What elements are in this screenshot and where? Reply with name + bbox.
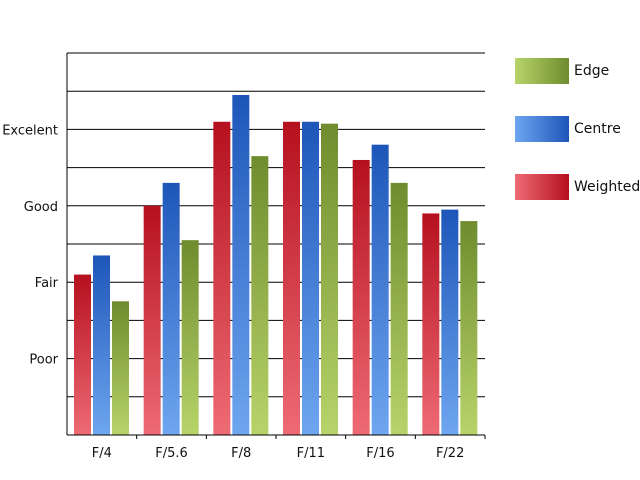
bar-centre-f8 [232, 95, 250, 436]
legend-swatch [515, 116, 569, 142]
bar-weighted-f16 [352, 159, 370, 435]
legend-swatch [515, 58, 569, 84]
bar-centre-f11 [302, 121, 319, 435]
x-tick-label: F/4 [92, 446, 112, 461]
gridlines [67, 52, 485, 398]
bar-centre-f4 [93, 255, 110, 435]
y-tick-label: Good [24, 200, 58, 215]
bar-centre-f22 [441, 209, 459, 435]
bar-weighted-f4 [74, 274, 91, 435]
x-tick-label: F/11 [297, 446, 325, 461]
legend-item-weighted: Weighted [515, 174, 640, 200]
bar-weighted-f56 [143, 205, 161, 435]
legend-swatch [515, 174, 569, 200]
bar-weighted-f11 [283, 121, 300, 435]
bars [74, 95, 478, 436]
bar-edge-f16 [390, 182, 408, 435]
x-tick-label: F/22 [436, 446, 464, 461]
x-tick-label: F/5.6 [155, 446, 188, 461]
y-tick-label: Excelent [2, 123, 58, 138]
legend: Edge Centre Weighted [515, 58, 640, 200]
legend-label: Centre [574, 121, 621, 137]
x-tick-label: F/16 [366, 446, 394, 461]
bar-edge-f56 [181, 240, 199, 435]
legend-label: Edge [574, 63, 610, 79]
bar-edge-f8 [251, 156, 269, 435]
axes [66, 53, 486, 439]
bar-centre-f16 [371, 144, 389, 435]
tick-labels: F/4 F/5.6 F/8 F/11 F/16 F/22 Poor Fair Good Excel… [2, 123, 464, 461]
legend-label: Weighted [574, 179, 640, 195]
bar-edge-f4 [112, 301, 129, 435]
y-tick-label: Fair [35, 276, 59, 291]
legend-item-centre: Centre [515, 116, 640, 142]
bar-weighted-f22 [422, 213, 440, 435]
bar-edge-f22 [460, 221, 478, 435]
bar-centre-f56 [162, 182, 180, 435]
x-tick-label: F/8 [231, 446, 251, 461]
bar-edge-f11 [321, 123, 338, 436]
y-tick-label: Poor [29, 353, 58, 368]
bar-weighted-f8 [213, 121, 231, 435]
legend-item-edge: Edge [515, 58, 640, 84]
